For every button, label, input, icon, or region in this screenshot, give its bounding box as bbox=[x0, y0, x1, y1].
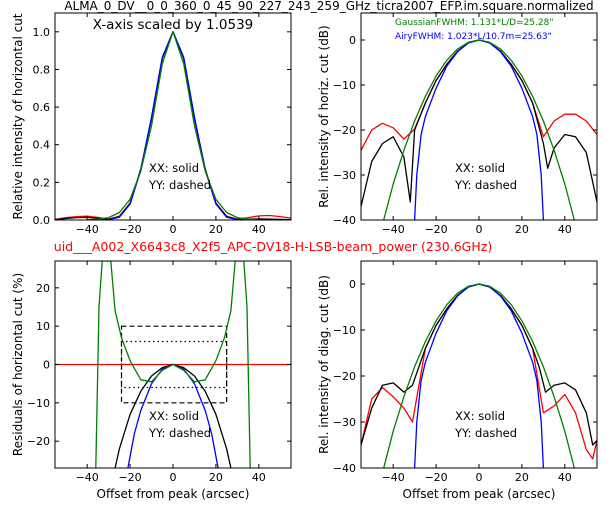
x-tick-label: 0 bbox=[170, 223, 177, 236]
chart-bottom-right: −40 −20 0 20 40 −40 −30 −20 −10 0 Rel. intensity o… bbox=[317, 260, 598, 501]
x-tick-label: 40 bbox=[252, 223, 266, 236]
x-tick-label: 0 bbox=[170, 471, 177, 484]
scale-annotation: X-axis scaled by 1.0539 bbox=[93, 17, 254, 33]
fwhm-annotation: GaussianFWHM: 1.131*L/D=25.28" bbox=[395, 18, 553, 28]
legend-text: XX: solid bbox=[455, 161, 505, 175]
x-tick-label: 0 bbox=[476, 471, 483, 484]
chart-top-right: −40 −20 0 20 40 −40 −30 −20 −10 0 Rel. intensity o… bbox=[317, 12, 598, 236]
y-tick-label: 20 bbox=[36, 282, 50, 295]
legend-text: YY: dashed bbox=[454, 178, 517, 192]
x-tick-label: 0 bbox=[476, 223, 483, 236]
y-tick-label: −20 bbox=[333, 124, 356, 137]
x-tick-label: 20 bbox=[515, 471, 529, 484]
y-axis-label: Relative intensity of horizontal cut bbox=[11, 13, 25, 219]
y-tick-label: 0.6 bbox=[33, 101, 51, 114]
series-line-3 bbox=[87, 31, 259, 220]
x-axis-label: Offset from peak (arcsec) bbox=[97, 487, 250, 501]
y-tick-label: 1.0 bbox=[33, 26, 51, 39]
y-tick-label: −30 bbox=[333, 169, 356, 182]
x-tick-label: 40 bbox=[558, 223, 572, 236]
x-tick-label: 20 bbox=[515, 223, 529, 236]
y-axis-label: Rel. intensity of diag. cut (dB) bbox=[317, 275, 331, 454]
plot-area bbox=[361, 39, 597, 220]
y-tick-label: −10 bbox=[333, 324, 356, 337]
chart-bottom-left: −40 −20 0 20 40 −20 −10 0 10 20 Residuals of horiz… bbox=[11, 260, 292, 501]
x-tick-label: 40 bbox=[252, 471, 266, 484]
x-tick-label: −40 bbox=[382, 471, 405, 484]
x-axis-label: Offset from peak (arcsec) bbox=[403, 487, 556, 501]
x-tick-label: −40 bbox=[76, 471, 99, 484]
legend-text: YY: dashed bbox=[148, 426, 211, 440]
dashed-box bbox=[120, 325, 228, 404]
series-line-2 bbox=[413, 39, 545, 220]
legend-text: XX: solid bbox=[149, 409, 199, 423]
x-tick-label: −40 bbox=[76, 223, 99, 236]
series-line-0 bbox=[361, 39, 597, 151]
y-axis-label: Residuals of horizontal cut (%) bbox=[11, 273, 25, 456]
y-tick-label: −40 bbox=[333, 214, 356, 227]
x-tick-label: −40 bbox=[382, 223, 405, 236]
y-tick-label: −30 bbox=[333, 416, 356, 429]
x-tick-label: −20 bbox=[118, 471, 141, 484]
y-tick-label: 0 bbox=[43, 359, 50, 372]
legend-text: YY: dashed bbox=[148, 178, 211, 192]
y-tick-label: 0 bbox=[349, 34, 356, 47]
y-tick-label: −20 bbox=[333, 370, 356, 383]
y-tick-label: 0.8 bbox=[33, 63, 51, 76]
legend-text: XX: solid bbox=[149, 161, 199, 175]
x-tick-label: −20 bbox=[424, 223, 447, 236]
y-tick-label: 10 bbox=[36, 320, 50, 333]
y-axis-label: Rel. intensity of horiz. cut (dB) bbox=[317, 25, 331, 207]
fwhm-annotation: AiryFWHM: 1.023*L/10.7m=25.63" bbox=[395, 32, 552, 42]
y-tick-label: 0.2 bbox=[33, 176, 51, 189]
x-tick-label: 20 bbox=[209, 471, 223, 484]
series-line-2 bbox=[413, 283, 545, 468]
legend-text: XX: solid bbox=[455, 409, 505, 423]
legend-text: YY: dashed bbox=[454, 426, 517, 440]
x-tick-label: 40 bbox=[558, 471, 572, 484]
y-tick-label: 0.0 bbox=[33, 214, 51, 227]
chart-top-left: −40 −20 0 20 40 0.0 0.2 0.4 0.6 0.8 1.0 Relative in… bbox=[11, 12, 292, 236]
y-tick-label: −20 bbox=[27, 435, 50, 448]
series-line-3 bbox=[383, 283, 575, 468]
series-line-3 bbox=[383, 39, 575, 220]
y-tick-label: −40 bbox=[333, 462, 356, 475]
plot-area bbox=[55, 31, 291, 220]
plot-area bbox=[361, 283, 597, 468]
y-tick-label: −10 bbox=[27, 397, 50, 410]
x-tick-label: −20 bbox=[118, 223, 141, 236]
y-tick-label: 0 bbox=[349, 278, 356, 291]
x-tick-label: 20 bbox=[209, 223, 223, 236]
y-tick-label: 0.4 bbox=[33, 139, 51, 152]
series-line-3 bbox=[95, 261, 251, 468]
plot-area bbox=[55, 261, 291, 468]
y-tick-label: −10 bbox=[333, 79, 356, 92]
main-title: ALMA_0_DV__0_0_360_0_45_90_227_243_259_G… bbox=[64, 0, 593, 13]
x-tick-label: −20 bbox=[424, 471, 447, 484]
subtitle: uid___A002_X6643c8_X2f5_APC-DV18-H-LSB-b… bbox=[54, 239, 492, 254]
